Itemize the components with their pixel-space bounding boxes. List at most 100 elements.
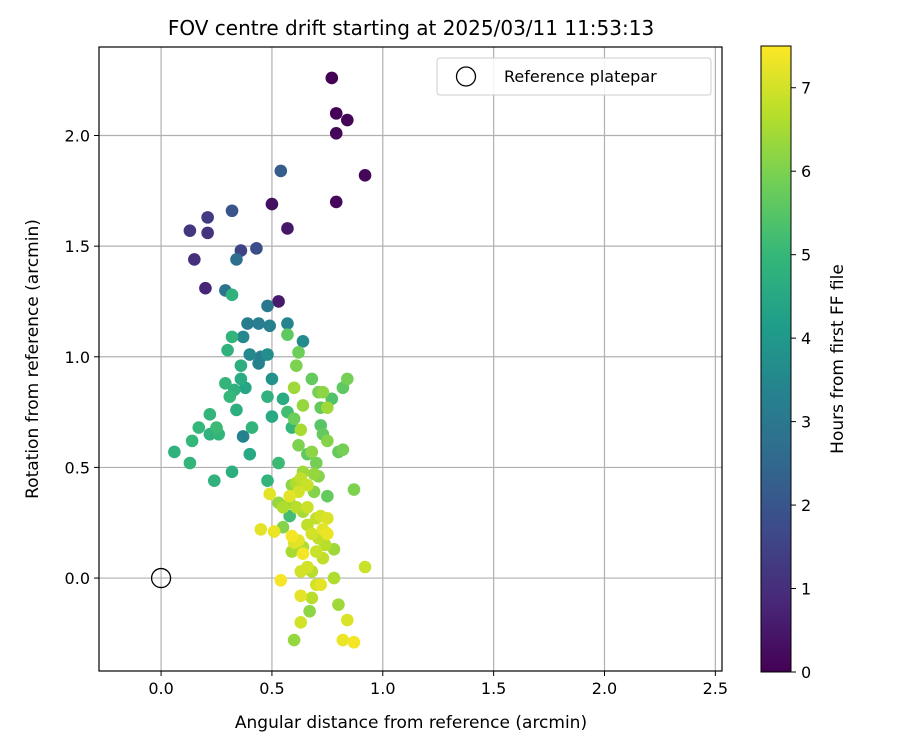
data-point bbox=[294, 616, 308, 629]
data-point bbox=[290, 500, 303, 514]
data-point bbox=[287, 412, 301, 426]
data-point bbox=[336, 633, 350, 647]
data-point bbox=[201, 211, 214, 224]
data-point bbox=[272, 295, 285, 308]
data-point bbox=[241, 317, 254, 330]
data-point bbox=[301, 478, 314, 492]
data-point bbox=[281, 317, 294, 330]
colorbar-tick-label: 2 bbox=[801, 496, 811, 515]
legend-box bbox=[436, 57, 712, 96]
data-point bbox=[265, 372, 279, 386]
y-axis-ticks: 0.0 0.5 1.0 1.5 2.0 bbox=[65, 127, 99, 588]
data-point bbox=[210, 421, 223, 434]
data-point bbox=[230, 253, 243, 266]
data-point bbox=[294, 565, 308, 578]
data-point bbox=[250, 242, 263, 255]
data-point bbox=[225, 330, 239, 344]
data-point bbox=[329, 126, 343, 140]
data-point bbox=[329, 107, 343, 120]
colorbar-tick-label: 3 bbox=[801, 413, 811, 432]
legend: Reference platepar bbox=[436, 57, 712, 96]
data-point bbox=[307, 467, 321, 481]
data-point bbox=[274, 573, 288, 587]
data-point bbox=[188, 253, 201, 266]
data-point bbox=[183, 456, 197, 470]
data-point bbox=[276, 392, 290, 406]
data-point bbox=[294, 423, 308, 437]
data-point bbox=[230, 403, 243, 417]
colorbar-ticks: 0 1 2 3 4 5 6 7 bbox=[791, 79, 811, 682]
data-point bbox=[192, 421, 206, 434]
data-point bbox=[294, 589, 308, 603]
data-point bbox=[305, 445, 319, 459]
x-tick-label: 2.5 bbox=[703, 679, 728, 698]
colorbar-tick-label: 6 bbox=[801, 162, 811, 181]
plot-frame bbox=[98, 46, 723, 672]
data-point bbox=[336, 443, 350, 457]
data-point bbox=[261, 474, 274, 488]
data-point bbox=[314, 578, 328, 592]
data-point bbox=[305, 591, 319, 605]
y-tick-label: 2.0 bbox=[65, 127, 90, 146]
x-tick-label: 0.0 bbox=[148, 679, 173, 698]
data-points bbox=[168, 71, 372, 649]
data-point bbox=[321, 527, 334, 541]
data-point bbox=[243, 348, 257, 361]
legend-label: Reference platepar bbox=[504, 67, 657, 86]
data-point bbox=[321, 434, 334, 448]
data-point bbox=[207, 474, 221, 488]
data-point bbox=[309, 456, 323, 470]
data-point bbox=[274, 164, 288, 178]
data-point bbox=[287, 633, 301, 647]
data-point bbox=[283, 509, 296, 523]
data-point bbox=[236, 430, 250, 443]
colorbar bbox=[760, 45, 792, 673]
data-point bbox=[347, 483, 361, 496]
data-point bbox=[329, 195, 343, 209]
data-point bbox=[276, 500, 290, 514]
x-tick-label: 1.0 bbox=[370, 679, 395, 698]
colorbar-tick-label: 0 bbox=[801, 663, 811, 682]
data-point bbox=[321, 489, 334, 503]
colorbar-label: Hours from first FF file bbox=[828, 264, 848, 454]
data-point bbox=[316, 385, 330, 399]
data-point bbox=[296, 547, 310, 561]
legend-marker bbox=[455, 66, 477, 87]
y-tick-label: 1.0 bbox=[65, 348, 90, 367]
data-point bbox=[341, 113, 354, 127]
data-point bbox=[199, 281, 212, 295]
colorbar-tick-label: 1 bbox=[801, 580, 811, 599]
data-point bbox=[292, 346, 305, 359]
data-point bbox=[261, 348, 274, 361]
x-tick-label: 2.0 bbox=[592, 679, 617, 698]
data-point bbox=[185, 434, 199, 448]
data-point bbox=[272, 456, 285, 470]
data-point bbox=[221, 343, 234, 357]
y-tick-label: 0.0 bbox=[65, 569, 90, 588]
chart-title: FOV centre drift starting at 2025/03/11 … bbox=[168, 16, 654, 40]
data-point bbox=[234, 372, 248, 386]
data-point bbox=[168, 445, 181, 459]
data-point bbox=[321, 512, 334, 525]
x-axis-label: Angular distance from reference (arcmin) bbox=[235, 713, 587, 733]
data-point bbox=[332, 598, 345, 611]
colorbar-tick-label: 5 bbox=[801, 246, 811, 265]
data-point bbox=[327, 571, 341, 585]
data-point bbox=[325, 71, 339, 85]
data-point bbox=[287, 381, 301, 395]
data-point bbox=[290, 359, 303, 372]
data-point bbox=[296, 399, 310, 412]
data-point bbox=[301, 500, 314, 514]
data-point bbox=[225, 465, 239, 479]
data-point bbox=[236, 330, 250, 344]
data-point bbox=[203, 408, 217, 421]
data-point bbox=[225, 204, 239, 218]
data-point bbox=[292, 438, 305, 452]
data-point bbox=[321, 401, 334, 414]
data-point bbox=[252, 317, 265, 330]
data-point bbox=[201, 226, 214, 240]
data-point bbox=[219, 377, 232, 390]
data-point bbox=[223, 390, 237, 403]
